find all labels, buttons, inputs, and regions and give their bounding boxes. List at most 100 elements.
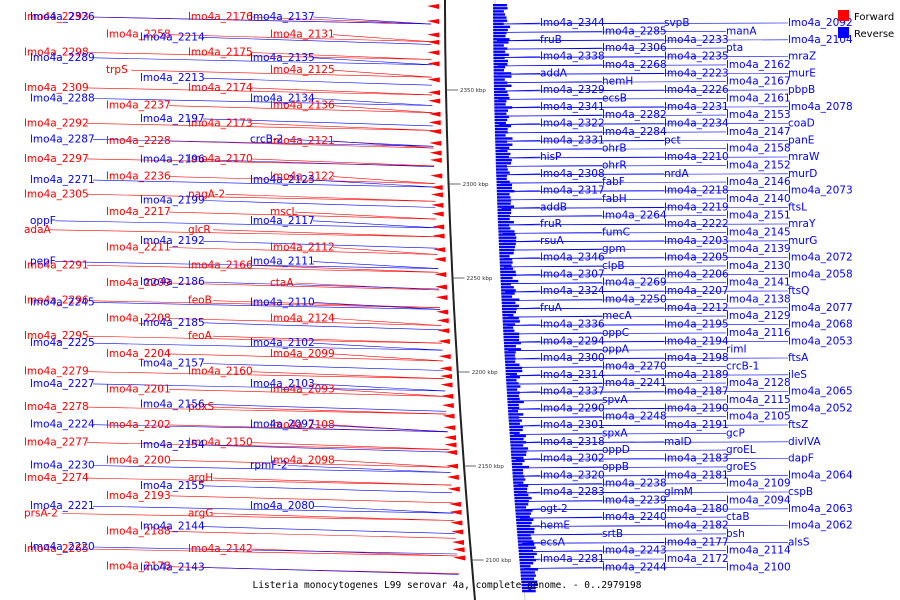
gene-label: lmo4a_2306 [602,42,667,54]
reverse-feature-glyph [494,100,507,103]
leader-line [213,406,447,415]
reverse-feature-glyph [497,202,511,205]
leader-line [514,441,789,444]
reverse-feature-glyph [502,323,515,326]
gene-label: lmo4a_2195 [664,319,729,331]
gene-label: lmo4a_2279 [24,366,89,378]
gene-label: lmo4a_2180 [664,503,729,515]
leader-line [86,371,445,379]
reverse-feature-glyph [502,320,520,323]
reverse-feature-glyph [499,261,513,264]
reverse-feature-glyph [513,481,524,484]
leader-line [92,179,435,188]
leader-line [522,541,789,544]
gene-label: lmo4a_2307 [540,268,605,280]
leader-line [499,148,727,150]
gene-label: lmo4a_2170 [188,153,253,165]
gene-label: addB [540,201,567,213]
gene-label: lmo4a_2154 [140,439,205,451]
reverse-feature-glyph [495,165,507,168]
leader-line [505,299,727,301]
reverse-feature-glyph [495,159,512,162]
forward-feature-glyph [428,129,441,135]
gene-label: lmo4a_2287 [30,133,95,145]
caption: Listeria monocytogenes L99 serovar 4a, c… [253,580,642,591]
reverse-feature-glyph [497,211,512,215]
gene-label: lmo4a_2098 [270,454,335,466]
forward-feature-glyph [431,202,444,208]
leader-line [168,211,436,220]
gene-label: coaD [788,118,815,130]
reverse-feature-glyph [519,558,536,562]
reverse-feature-glyph [519,562,534,565]
leader-line [168,247,438,255]
reverse-feature-glyph [497,196,511,199]
reverse-feature-glyph [515,512,531,515]
forward-feature-glyph [433,257,446,263]
reverse-feature-glyph [496,183,512,187]
gene-label: lmo4a_2130 [726,260,791,272]
leader-line [506,315,727,318]
reverse-feature-glyph [503,329,515,332]
gene-label: lmo4a_2157 [140,358,205,370]
forward-feature-glyph [427,39,440,45]
reverse-feature-glyph [499,258,513,261]
gene-label: feoA [188,330,213,342]
reverse-feature-glyph [503,338,519,342]
leader-line [497,81,727,83]
leader-line [500,190,789,192]
backbone-outer-line [444,0,476,600]
reverse-feature-glyph [503,332,520,335]
leader-line [202,322,442,331]
forward-feature-glyph [438,354,451,360]
reverse-feature-glyph [501,298,520,301]
reverse-feature-glyph [503,341,521,345]
leader-line [168,105,433,113]
gene-label: lmo4a_2065 [788,386,853,398]
gene-label: lmo4a_2144 [140,521,205,533]
leader-line [213,300,441,308]
leader-line [92,98,433,106]
gene-label: lmo4a_2274 [24,472,89,484]
gene-label: lmo4a_2337 [540,386,605,398]
leader-line [168,140,434,149]
gene-label: manA [726,25,757,37]
reverse-feature-glyph [513,484,529,487]
gene-label: lmo4a_2277 [24,437,89,449]
forward-feature-glyph [453,555,466,561]
leader-line [213,335,443,344]
reverse-feature-glyph [498,233,516,236]
leader-line [498,114,727,117]
reverse-feature-glyph [518,549,533,552]
reverse-feature-glyph [521,577,535,580]
reverse-feature-glyph [515,509,533,512]
leader-line [312,424,448,432]
reverse-feature-glyph [497,214,510,218]
leader-line [250,371,445,379]
reverse-feature-glyph [505,369,523,373]
reverse-feature-glyph [499,255,510,258]
scale-tick-label: 2350 kbp [460,88,486,94]
gene-label: lmo4a_2108 [270,419,335,431]
reverse-feature-glyph [495,152,511,156]
gene-label: lmo4a_2103 [250,378,315,390]
forward-feature-glyph [427,18,440,24]
reverse-feature-glyph [508,416,520,419]
forward-feature-glyph [443,425,456,431]
leader-line [202,159,435,167]
reverse-feature-glyph [493,56,505,60]
gene-label: lmo4a_2141 [726,277,791,289]
gene-label: lmo4a_2064 [788,469,853,481]
reverse-feature-glyph [517,540,534,543]
gene-label: lmo4a_2181 [664,469,729,481]
reverse-feature-glyph [497,217,510,221]
reverse-feature-glyph [508,419,522,422]
gene-label: lmo4a_2222 [664,218,729,230]
reverse-feature-glyph [503,335,520,339]
gene-label: lmo4a_2245 [30,296,95,308]
leader-line [202,363,444,371]
gene-label: lmo4a_2305 [24,188,89,200]
leader-line [202,200,436,208]
gene-label: lmo4a_2123 [250,174,315,186]
